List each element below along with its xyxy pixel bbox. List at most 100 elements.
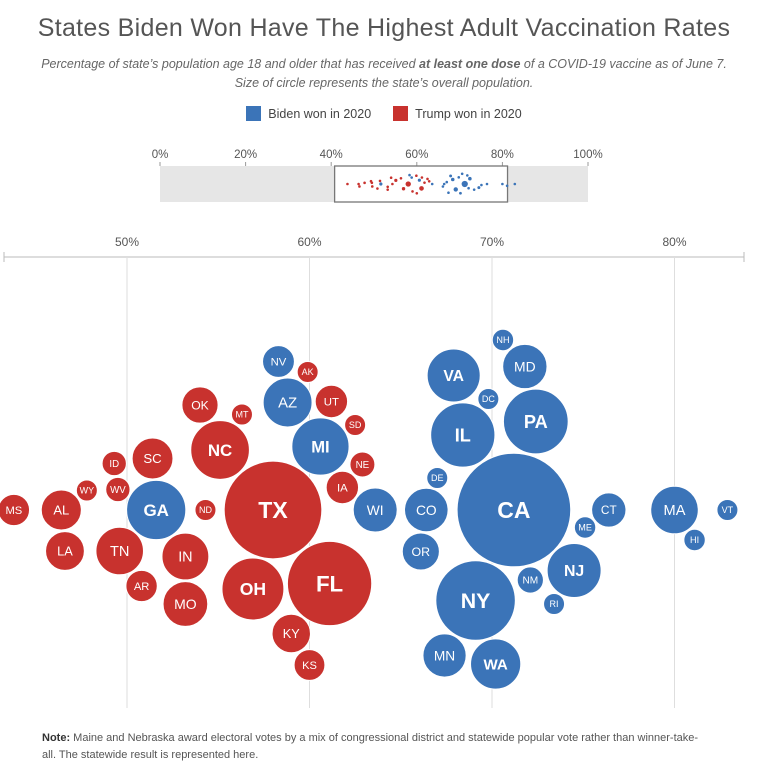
mini-dot-wa bbox=[459, 191, 462, 195]
bubble-tx bbox=[223, 460, 323, 560]
mini-dot-nc bbox=[394, 178, 398, 183]
mini-dot-al bbox=[357, 182, 360, 186]
bubble-label-wa: WA bbox=[483, 656, 507, 673]
mini-dot-me bbox=[480, 183, 483, 187]
mini-dot-nv bbox=[408, 173, 411, 177]
bubble-label-ar: AR bbox=[134, 581, 150, 593]
mini-dot-wi bbox=[430, 182, 434, 186]
bubble-mn bbox=[422, 633, 467, 678]
main-axis-tick-label: 70% bbox=[480, 235, 504, 249]
mini-dot-id bbox=[369, 179, 373, 183]
bubble-label-pa: PA bbox=[524, 412, 548, 432]
legend-item-trump: Trump won in 2020 bbox=[393, 106, 522, 121]
bubble-ms bbox=[0, 493, 31, 527]
bubble-wy bbox=[75, 479, 98, 502]
bubble-fl bbox=[286, 540, 373, 627]
mini-dot-or bbox=[441, 185, 445, 188]
bubble-ri bbox=[543, 593, 566, 615]
mini-dot-mn bbox=[447, 191, 450, 195]
mini-dot-dc bbox=[457, 176, 461, 179]
bubble-label-nm: NM bbox=[522, 576, 538, 587]
bubble-or bbox=[401, 532, 440, 571]
mini-dot-il bbox=[450, 177, 455, 182]
bubble-wv bbox=[105, 476, 131, 503]
mini-dot-nm bbox=[467, 186, 470, 190]
bubble-label-mt: MT bbox=[235, 410, 248, 420]
bubble-nd bbox=[194, 499, 217, 521]
bubble-label-nd: ND bbox=[199, 505, 212, 515]
bubble-label-hi: HI bbox=[690, 535, 699, 545]
mini-dot-ca bbox=[461, 180, 468, 188]
mini-dot-ga bbox=[379, 182, 383, 186]
bubble-ne bbox=[349, 451, 376, 478]
bubble-label-fl: FL bbox=[316, 571, 343, 596]
mini-zoom-window bbox=[333, 165, 509, 203]
bubble-label-tx: TX bbox=[258, 497, 288, 523]
bubble-label-wi: WI bbox=[367, 503, 384, 518]
bubble-la bbox=[45, 531, 85, 571]
chart-title: States Biden Won Have The Highest Adult … bbox=[37, 14, 731, 42]
bubble-mi bbox=[291, 417, 350, 476]
bubble-mo bbox=[162, 581, 209, 627]
bubble-pa bbox=[502, 388, 569, 455]
mini-dot-ia bbox=[423, 181, 426, 184]
mini-dot-mi bbox=[417, 178, 421, 182]
bubble-label-id: ID bbox=[109, 459, 119, 470]
bubble-label-wv: WV bbox=[110, 485, 126, 496]
main-axis-tick-label: 60% bbox=[297, 235, 321, 249]
bubble-label-ms: MS bbox=[5, 505, 22, 517]
bubble-label-nv: NV bbox=[271, 356, 287, 368]
mini-dot-pa bbox=[468, 176, 472, 181]
bubble-ut bbox=[314, 384, 349, 419]
mini-dot-mo bbox=[386, 188, 389, 191]
bubble-label-or: OR bbox=[412, 545, 431, 559]
bubble-label-me: ME bbox=[578, 523, 592, 533]
bubble-label-ny: NY bbox=[461, 589, 491, 613]
bubble-ca bbox=[456, 452, 572, 568]
bubble-label-sc: SC bbox=[143, 451, 162, 466]
mini-dot-ks bbox=[415, 192, 419, 195]
bubble-mt bbox=[230, 403, 253, 426]
bubble-ga bbox=[126, 479, 187, 541]
bubble-label-vt: VT bbox=[722, 505, 734, 515]
bubble-ok bbox=[181, 386, 219, 424]
bubble-id bbox=[101, 450, 127, 477]
bubble-label-ri: RI bbox=[550, 599, 559, 609]
mini-dot-co bbox=[442, 182, 446, 186]
footnote-label: Note: bbox=[42, 732, 71, 744]
bubble-label-ut: UT bbox=[324, 396, 339, 408]
bubble-label-ky: KY bbox=[283, 627, 300, 641]
mini-dot-ok bbox=[389, 176, 393, 179]
mini-dot-ny bbox=[453, 187, 458, 192]
legend-swatch-biden bbox=[246, 106, 262, 121]
bubble-az bbox=[262, 377, 313, 428]
bubble-label-ct: CT bbox=[601, 503, 617, 517]
bubble-label-az: AZ bbox=[278, 396, 297, 412]
subtitle-part-2: of a COVID-19 vaccine as of June 7. Size… bbox=[234, 57, 727, 90]
bubble-wi bbox=[352, 487, 398, 533]
bubble-in bbox=[161, 532, 210, 581]
bubble-va bbox=[426, 348, 481, 403]
bubble-label-oh: OH bbox=[240, 579, 266, 599]
bubble-ak bbox=[296, 361, 319, 383]
bubble-nv bbox=[262, 345, 295, 378]
bubble-label-il: IL bbox=[455, 425, 471, 445]
mini-dot-ms bbox=[346, 182, 349, 186]
legend: Biden won in 2020 Trump won in 2020 bbox=[0, 106, 768, 121]
mini-dot-ma bbox=[501, 182, 504, 186]
bubble-me bbox=[573, 516, 597, 539]
bubble-label-sd: SD bbox=[349, 420, 362, 430]
bubble-ky bbox=[271, 613, 311, 654]
mini-dot-tx bbox=[405, 181, 411, 187]
bubble-nc bbox=[190, 420, 250, 480]
mini-dot-sd bbox=[426, 177, 429, 181]
mini-axis-tick-label: 60% bbox=[405, 149, 428, 161]
bubble-al bbox=[40, 489, 82, 531]
bubble-label-ak: AK bbox=[302, 367, 314, 377]
bubble-hi bbox=[683, 528, 706, 552]
mini-dot-nh bbox=[460, 172, 464, 176]
bubble-label-nj: NJ bbox=[564, 563, 584, 580]
bubble-nm bbox=[516, 566, 544, 594]
bubble-ma bbox=[650, 485, 699, 535]
mini-dot-oh bbox=[401, 187, 406, 191]
